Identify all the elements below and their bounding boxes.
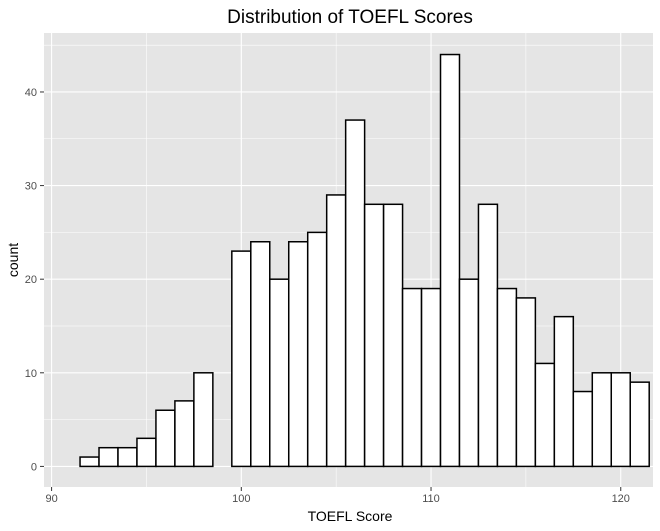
y-tick-label: 30 bbox=[25, 181, 37, 193]
y-tick-label: 0 bbox=[31, 461, 37, 473]
histogram-bar bbox=[401, 287, 423, 468]
histogram-bar bbox=[136, 437, 157, 468]
x-tick-label: 110 bbox=[422, 493, 440, 505]
y-tick-label: 20 bbox=[25, 274, 37, 286]
histogram-bar bbox=[250, 240, 271, 468]
axis-ticks: 90 100 110 120 0 10 20 30 40 bbox=[25, 87, 630, 505]
histogram-bar bbox=[325, 194, 347, 468]
histogram-bar bbox=[572, 390, 594, 468]
x-tick-label: 100 bbox=[232, 493, 250, 505]
histogram-bar bbox=[477, 203, 499, 468]
histogram-bar bbox=[534, 362, 556, 468]
histogram-bar bbox=[458, 278, 480, 468]
histogram-bar bbox=[269, 278, 290, 468]
histogram-bar bbox=[344, 119, 366, 468]
histogram-bar bbox=[98, 446, 119, 468]
histogram-bar bbox=[155, 409, 176, 468]
x-tick-label: 90 bbox=[45, 493, 57, 505]
histogram-bar bbox=[287, 240, 309, 468]
histogram-bar bbox=[174, 400, 195, 468]
histogram-bar bbox=[439, 53, 461, 468]
y-tick-label: 40 bbox=[25, 87, 37, 99]
histogram-bar bbox=[591, 372, 613, 468]
x-tick-label: 120 bbox=[612, 493, 630, 505]
histogram-bar bbox=[382, 203, 404, 468]
histogram-bar bbox=[363, 203, 385, 468]
y-tick-label: 10 bbox=[25, 368, 37, 380]
histogram-bar bbox=[79, 456, 100, 468]
histogram-bar bbox=[610, 372, 631, 468]
x-axis-title: TOEFL Score bbox=[308, 508, 393, 524]
histogram-bar bbox=[496, 287, 518, 468]
histogram-bar bbox=[629, 381, 650, 468]
chart-title: Distribution of TOEFL Scores bbox=[227, 7, 473, 28]
histogram-bar bbox=[231, 250, 252, 468]
histogram-bar bbox=[306, 231, 328, 468]
y-axis-title: count bbox=[5, 243, 21, 277]
histogram-bar bbox=[553, 315, 575, 468]
histogram-bar bbox=[420, 287, 442, 468]
histogram-bar bbox=[193, 372, 214, 468]
histogram-bar bbox=[117, 446, 138, 468]
histogram-bar bbox=[515, 297, 537, 468]
histogram-bars bbox=[79, 53, 650, 468]
